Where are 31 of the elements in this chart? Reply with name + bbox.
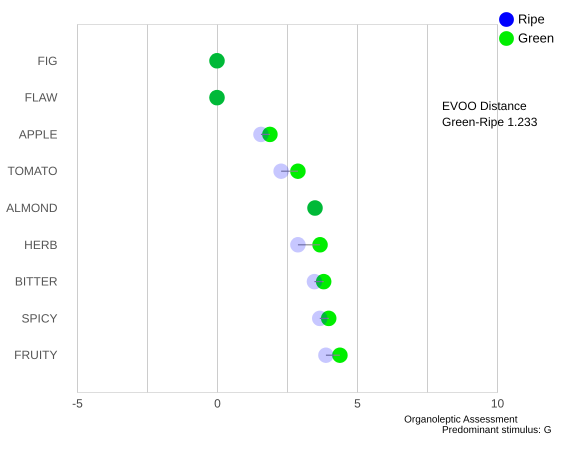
y-tick-label: ALMOND	[6, 201, 58, 215]
annotation: EVOO Distance	[442, 99, 528, 113]
y-tick-label: FRUITY	[14, 348, 58, 362]
point	[318, 347, 334, 363]
legend-label: Green	[518, 30, 554, 46]
point	[332, 347, 348, 363]
x-tick-label: 0	[214, 396, 222, 410]
point	[273, 163, 289, 179]
point	[312, 310, 328, 326]
y-tick-label: BITTER	[14, 274, 58, 289]
y-tick-label: FIG	[38, 54, 58, 68]
y-tick-label: SPICY	[21, 311, 58, 326]
y-tick-label: APPLE	[18, 127, 58, 142]
point	[290, 163, 306, 179]
point	[253, 126, 269, 142]
y-tick-label: FLAW	[24, 90, 58, 105]
x-tick-label: 10	[490, 396, 504, 410]
point	[316, 274, 332, 290]
text: Predominant stimulus: G	[442, 425, 552, 436]
x-tick-label: -5	[72, 396, 84, 410]
x-tick-label: 5	[354, 396, 362, 410]
annotation: Green-Ripe 1.233	[442, 115, 538, 129]
y-tick-label: HERB	[24, 238, 58, 252]
point	[306, 274, 322, 290]
y-tick-label: TOMATO	[7, 164, 58, 178]
point	[320, 310, 336, 326]
point	[262, 126, 278, 142]
legend-label: Ripe	[518, 12, 545, 26]
point	[290, 237, 306, 253]
x-axis-title: Organoleptic Assessment	[404, 414, 518, 426]
point	[312, 237, 328, 253]
